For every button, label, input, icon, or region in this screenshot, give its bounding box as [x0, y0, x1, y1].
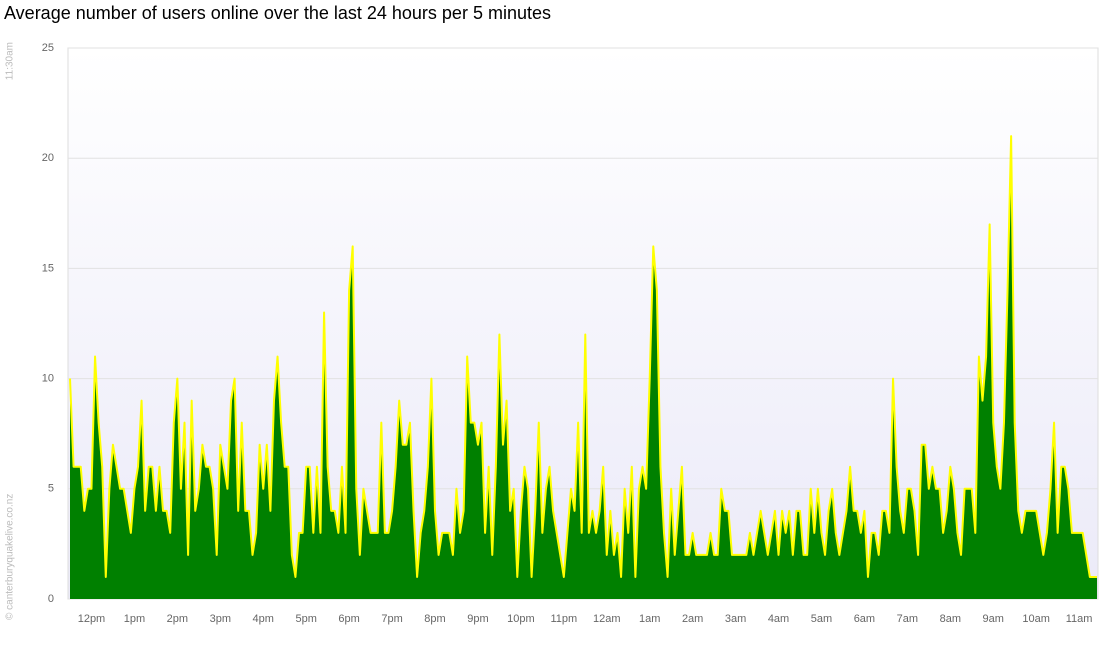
x-tick-label: 8am — [940, 613, 961, 625]
x-tick-label: 2pm — [167, 613, 188, 625]
area — [70, 136, 1097, 599]
chart-title: Average number of users online over the … — [4, 3, 551, 23]
x-tick-label: 11pm — [550, 613, 577, 625]
y-tick-label: 20 — [42, 152, 54, 164]
x-tick-label: 9pm — [467, 613, 488, 625]
line — [69, 135, 1097, 578]
y-tick-label: 5 — [48, 483, 54, 495]
x-tick-label: 3pm — [210, 613, 231, 625]
x-tick-label: 4pm — [253, 613, 274, 625]
x-tick-label: 5pm — [295, 613, 316, 625]
x-tick-label: 2am — [682, 613, 703, 625]
x-tick-label: 4am — [768, 613, 789, 625]
y-tick-label: 0 — [48, 593, 54, 605]
x-tick-label: 7pm — [381, 613, 402, 625]
x-tick-label: 3am — [725, 613, 746, 625]
x-tick-label: 7am — [897, 613, 918, 625]
x-tick-label: 11am — [1066, 613, 1093, 625]
x-tick-label: 10pm — [507, 613, 535, 625]
y-tick-label: 10 — [42, 373, 54, 385]
x-tick-label: 12pm — [78, 613, 106, 625]
x-tick-label: 1pm — [124, 613, 145, 625]
y-tick-label: 15 — [42, 262, 54, 274]
x-tick-label: 6am — [854, 613, 875, 625]
x-tick-label: 8pm — [424, 613, 445, 625]
y-tick-label: 25 — [42, 42, 54, 54]
x-tick-label: 9am — [983, 613, 1004, 625]
start-label: 11:30am — [5, 42, 16, 80]
x-tick-label: 6pm — [338, 613, 359, 625]
x-tick-label: 1am — [639, 613, 660, 625]
x-tick-label: 10am — [1022, 613, 1050, 625]
credit: © canterburyquakelive.co.nz — [5, 494, 16, 620]
x-tick-label: 12am — [593, 613, 621, 625]
x-tick-label: 5am — [811, 613, 832, 625]
